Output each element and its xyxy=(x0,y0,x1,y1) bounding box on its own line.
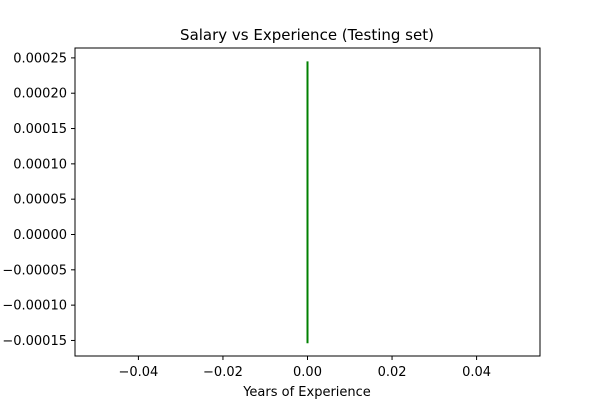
x-tick-label: 0.02 xyxy=(378,365,407,380)
y-axis-ticks: −0.00015 −0.00010 −0.00005 0.00000 0.00005 0.… xyxy=(2,51,75,349)
y-tick-label: 0.00010 xyxy=(13,157,67,172)
y-tick-label: −0.00005 xyxy=(2,263,67,278)
y-tick-label: 0.00005 xyxy=(13,193,67,208)
x-tick-label: −0.04 xyxy=(118,365,158,380)
x-tick-label: 0.04 xyxy=(462,365,491,380)
y-tick-label: 0.00015 xyxy=(13,122,67,137)
y-tick-label: 0.00000 xyxy=(13,228,67,243)
x-axis-ticks: −0.04 −0.02 0.00 0.02 0.04 xyxy=(118,356,491,380)
y-tick-label: 0.00020 xyxy=(13,87,67,102)
x-axis-label: Years of Experience xyxy=(242,385,371,400)
y-tick-label: −0.00010 xyxy=(2,299,67,314)
y-tick-label: 0.00025 xyxy=(13,51,67,66)
x-tick-label: 0.00 xyxy=(293,365,322,380)
chart-title: Salary vs Experience (Testing set) xyxy=(180,26,434,44)
x-tick-label: −0.02 xyxy=(203,365,243,380)
y-tick-label: −0.00015 xyxy=(2,334,67,349)
